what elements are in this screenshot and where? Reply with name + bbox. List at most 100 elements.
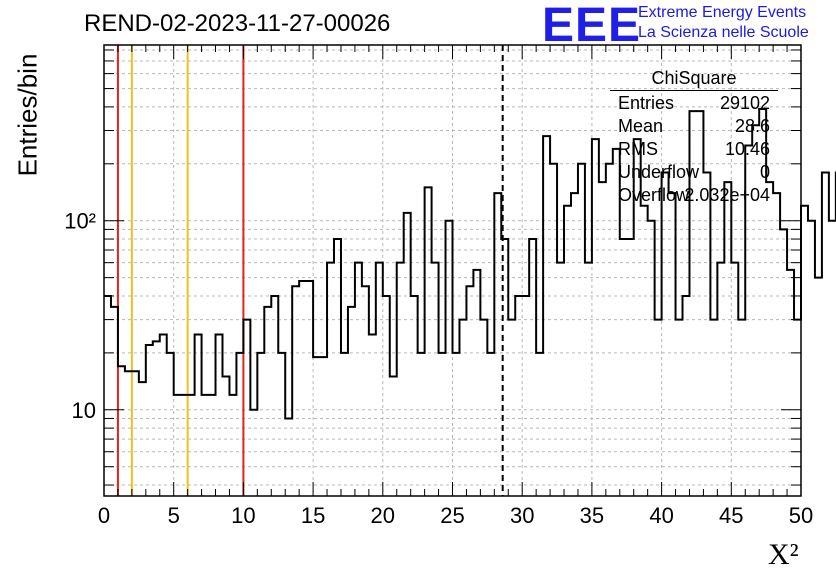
histogram-bin <box>181 395 188 496</box>
histogram-bin <box>216 335 223 496</box>
x-tick-label: 5 <box>168 503 180 528</box>
histogram-bin <box>139 382 146 496</box>
histogram-bin <box>209 395 216 496</box>
x-tick-label: 30 <box>510 503 534 528</box>
histogram-bin <box>167 353 174 496</box>
histogram-bin <box>648 221 655 496</box>
histogram-bin <box>146 345 153 496</box>
histogram-bin <box>703 172 710 496</box>
histogram-bin <box>459 320 466 496</box>
histogram-bin <box>439 353 446 496</box>
histogram-bin <box>411 296 418 496</box>
stats-row: Mean 28.6 <box>610 114 778 137</box>
histogram-bin <box>278 353 285 496</box>
histogram-bin <box>773 193 780 496</box>
histogram-bin <box>738 320 745 496</box>
histogram-bin <box>160 335 167 496</box>
histogram-bin <box>250 410 257 496</box>
marker-lines <box>116 45 504 496</box>
histogram-bin <box>404 213 411 496</box>
x-tick-label: 25 <box>440 503 464 528</box>
histogram-bin <box>125 371 132 496</box>
histogram-bin <box>480 320 487 496</box>
histogram-bin <box>299 281 306 496</box>
stats-row: Underflow 0 <box>610 160 778 183</box>
histogram-bin <box>111 307 118 496</box>
histogram-bin <box>313 357 320 496</box>
histogram-bin <box>390 377 397 496</box>
histogram-bin <box>676 320 683 496</box>
stats-value: 29102 <box>719 93 770 113</box>
histogram-bin <box>348 307 355 496</box>
histogram-bin <box>822 172 829 496</box>
histogram-bin <box>153 341 160 496</box>
histogram-series <box>104 107 836 420</box>
histogram-bin <box>473 270 480 496</box>
histogram-bin <box>132 371 139 496</box>
stats-value: 10.46 <box>724 139 770 159</box>
x-tick-label: 0 <box>98 503 110 528</box>
histogram-bin <box>494 193 501 496</box>
histogram-bin <box>787 270 794 496</box>
histogram-bin <box>362 286 369 496</box>
histogram-bin <box>794 320 801 496</box>
histogram-bin <box>327 263 334 496</box>
histogram-bin <box>515 296 522 496</box>
histogram-bin <box>222 377 229 496</box>
stats-row: RMS 10.46 <box>610 137 778 160</box>
eee-logo: EEE Extreme Energy Events La Scienza nel… <box>542 0 809 52</box>
histogram-bin <box>243 320 250 496</box>
histogram-bin <box>550 164 557 496</box>
x-tick-label: 10 <box>231 503 255 528</box>
stats-key: Mean <box>618 116 664 136</box>
histogram-bin <box>522 296 529 496</box>
histogram-bin <box>257 353 264 496</box>
histogram-bin <box>425 187 432 496</box>
histogram-bin <box>662 172 669 496</box>
histogram-bin <box>264 307 271 496</box>
histogram-bin <box>118 366 125 496</box>
histogram-bin <box>418 353 425 496</box>
stats-key: Entries <box>618 93 675 113</box>
histogram-bin <box>487 353 494 496</box>
histogram-bin <box>453 353 460 496</box>
x-tick-label: 15 <box>301 503 325 528</box>
histogram-bin <box>606 164 613 496</box>
x-tick-label: 50 <box>789 503 813 528</box>
y-axis-label-box: Entries/bin <box>8 40 48 190</box>
histogram-bin <box>829 221 836 496</box>
histogram-bin <box>731 263 738 496</box>
histogram-bin <box>655 320 662 496</box>
histogram-bin <box>376 263 383 496</box>
histogram-bin <box>780 229 787 496</box>
histogram-bin <box>320 357 327 496</box>
histogram-bin <box>341 353 348 496</box>
axis-ticks <box>103 45 802 496</box>
histogram-bin <box>710 320 717 496</box>
logo-mark: EEE <box>542 0 642 52</box>
histogram-bin <box>355 263 362 496</box>
histogram-bin <box>599 182 606 496</box>
stats-key: Overflow <box>618 185 690 205</box>
histogram-bin <box>236 353 243 496</box>
x-tick-label: 20 <box>371 503 395 528</box>
histogram-bin <box>529 239 536 496</box>
histogram-bin <box>229 395 236 496</box>
histogram-bin <box>641 206 648 496</box>
histogram-bin <box>104 296 111 496</box>
histogram-bin <box>397 263 404 496</box>
stats-title: ChiSquare <box>610 68 778 91</box>
histogram-bin <box>620 239 627 496</box>
histogram-bin <box>724 182 731 496</box>
histogram-bin <box>292 286 299 496</box>
histogram-bin <box>508 320 515 496</box>
stats-box: ChiSquare Entries 29102 Mean 28.6 RMS 10.46… <box>610 68 778 206</box>
x-tick-label: 35 <box>580 503 604 528</box>
logo-line1: Extreme Energy Events <box>638 4 807 21</box>
stats-row: Entries 29102 <box>610 91 778 114</box>
histogram-bin <box>536 353 543 496</box>
x-axis-label: X² <box>768 538 799 571</box>
histogram-bin <box>306 281 313 496</box>
x-tick-label: 40 <box>649 503 673 528</box>
histogram-bin <box>717 263 724 496</box>
